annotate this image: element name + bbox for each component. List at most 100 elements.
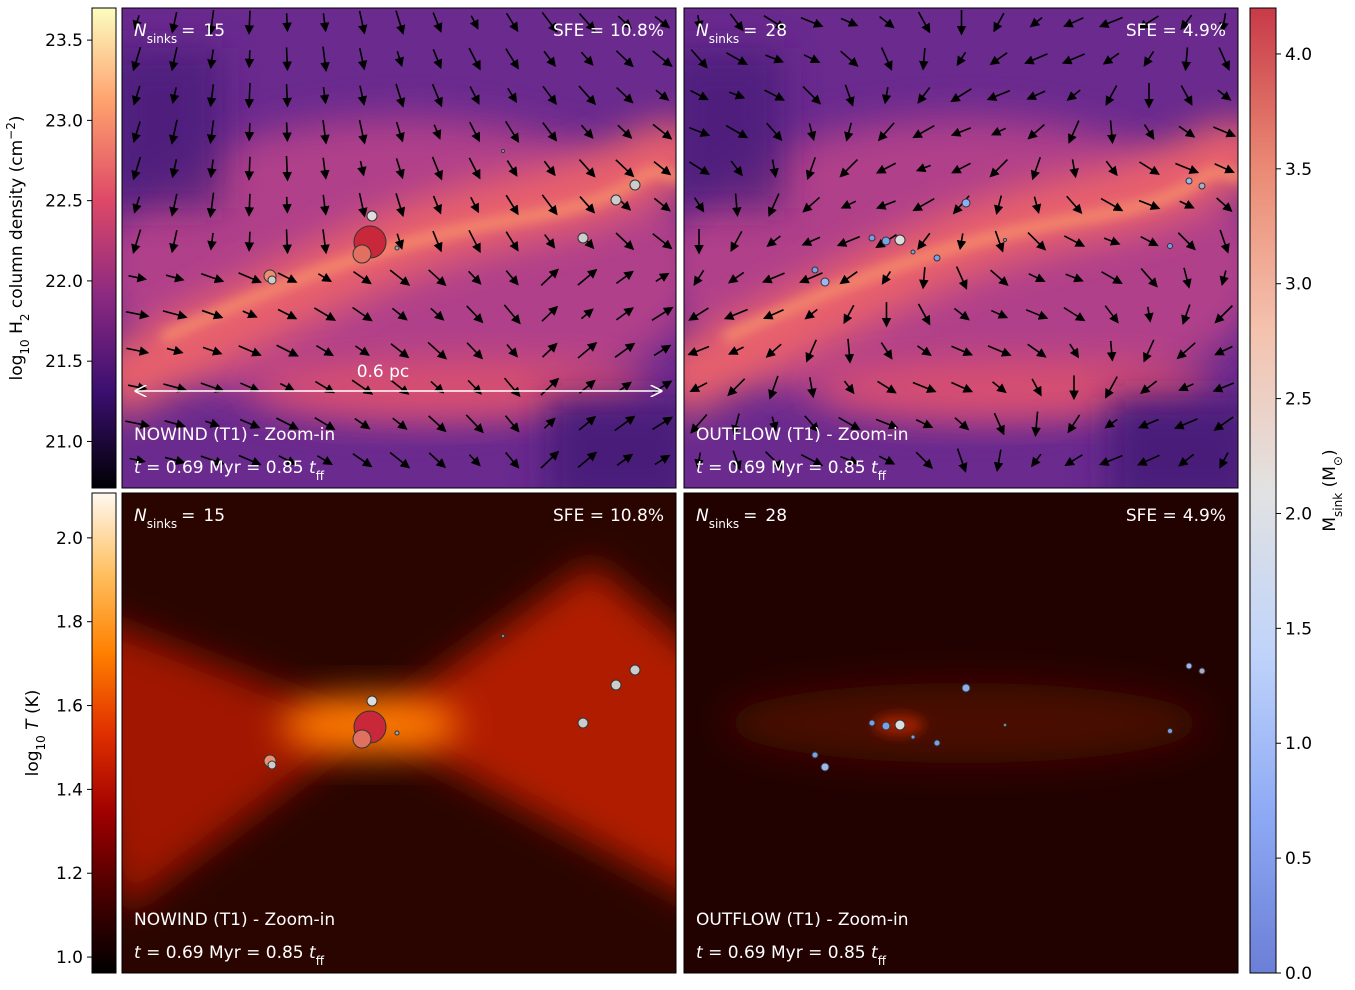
text-part: M (1320, 517, 1340, 532)
colorbar-tick-label: 0.5 (1285, 849, 1312, 869)
text-part: 15 (203, 21, 225, 41)
sink-particle (895, 235, 905, 245)
colorbar (1250, 8, 1276, 973)
corner-dark (546, 398, 696, 508)
vector-arrow (286, 156, 287, 180)
sink-particle (1186, 178, 1192, 184)
colorbar-tick-label: 21.0 (45, 432, 83, 452)
sink-particle (895, 720, 905, 730)
sink-particle (821, 278, 829, 286)
text-part: = 0.69 Myr = 0.85 (703, 458, 871, 478)
vector-arrow (249, 83, 250, 107)
colorbar-tick-label: 4.0 (1285, 45, 1312, 65)
text-part: (M (1320, 466, 1340, 493)
sink-particle (1004, 724, 1007, 727)
colorbar-label: log10 T (K) (23, 690, 48, 777)
corner-dark (1108, 398, 1258, 508)
vector-arrow (249, 194, 250, 215)
colorbar-tick-label: 1.0 (56, 948, 83, 968)
text-part: 10.8% (610, 21, 664, 41)
vector-arrow (287, 84, 288, 106)
text-part: = (181, 506, 195, 526)
colorbar-tick-label: 21.5 (45, 352, 83, 372)
text-part: 15 (203, 506, 225, 526)
colorbar-tick-label: 3.5 (1285, 160, 1312, 180)
sink-particle (367, 211, 377, 221)
run-label: NOWIND (T1) - Zoom-in (134, 425, 335, 445)
text-part: 2 (18, 313, 32, 321)
text-part: = 0.69 Myr = 0.85 (141, 458, 309, 478)
text-part: N (134, 506, 147, 526)
text-part: 28 (765, 21, 787, 41)
colorbar-tick-label: 2.0 (56, 529, 83, 549)
text-part: ff (316, 469, 325, 483)
text-part: ) (7, 115, 27, 122)
text-part: SFE = (1126, 21, 1177, 41)
sink-particle (1199, 183, 1205, 189)
colorbar-tick-label: 0.0 (1285, 964, 1312, 984)
sink-particle (821, 763, 829, 771)
sink-particle (611, 195, 621, 205)
sink-particle (630, 665, 640, 675)
sink-particle (1168, 244, 1173, 249)
vector-arrow (249, 11, 250, 34)
sink-particle (882, 722, 890, 730)
colorbar-tick-label: 1.0 (1285, 734, 1312, 754)
text-part: ) (1320, 449, 1340, 456)
colorbar-tick-label: 1.4 (56, 780, 83, 800)
warm-gas (724, 683, 1204, 763)
run-label: NOWIND (T1) - Zoom-in (134, 910, 335, 930)
sink-particle (578, 718, 588, 728)
colorbar-tick-label: 23.5 (45, 31, 83, 51)
colorbar-tick-label: 1.2 (56, 864, 83, 884)
text-part: −2 (4, 122, 18, 140)
text-part: 10 (34, 735, 48, 750)
sink-particle (353, 730, 371, 748)
sink-particle (962, 199, 970, 207)
text-part: sinks (709, 32, 739, 46)
sink-particle (395, 246, 399, 250)
text-part: 10 (18, 339, 32, 354)
text-part: 10.8% (610, 506, 664, 526)
vector-arrow (287, 47, 288, 69)
sfe-label: SFE = 4.9% (1126, 506, 1226, 526)
vector-arrow (287, 122, 288, 140)
text-part: = 0.69 Myr = 0.85 (703, 943, 871, 963)
colorbar-tick-label: 1.6 (56, 697, 83, 717)
text-part: = 0.69 Myr = 0.85 (141, 943, 309, 963)
text-part: sinks (147, 517, 177, 531)
run-label: OUTFLOW (T1) - Zoom-in (696, 910, 909, 930)
colorbar-tick-label: 2.5 (1285, 390, 1312, 410)
scale-bar-label: 0.6 pc (357, 362, 410, 382)
colorbar-tick-label: 3.0 (1285, 275, 1312, 295)
sink-particle (353, 245, 371, 263)
text-part: SFE = (553, 506, 604, 526)
sink-particle (934, 740, 940, 746)
text-part: N (134, 21, 147, 41)
text-part: = (743, 21, 757, 41)
sfe-label: SFE =4.9% (1126, 21, 1226, 41)
sink-particle (1199, 668, 1205, 674)
sink-particle (611, 680, 621, 690)
colorbar-tick-label: 1.8 (56, 613, 83, 633)
text-part: 4.9% (1183, 506, 1226, 526)
colorbar-tick-label: 22.5 (45, 192, 83, 212)
sink-particle (962, 684, 970, 692)
sink-particle (812, 752, 818, 758)
sink-particle (578, 233, 588, 243)
text-part: SFE = (1126, 506, 1177, 526)
colorbar-tick-label: 2.0 (1285, 504, 1312, 524)
text-part: ⊙ (1331, 456, 1345, 466)
text-part: N (696, 21, 709, 41)
colorbar-label: Msink (M⊙) (1320, 449, 1345, 531)
text-part: sinks (709, 517, 739, 531)
sink-particle (911, 735, 915, 739)
vector-arrow (287, 197, 288, 212)
text-part: = (181, 21, 195, 41)
vector-arrow (249, 50, 250, 67)
text-part: sinks (147, 32, 177, 46)
sink-particle (268, 761, 276, 769)
text-part: log (23, 750, 43, 776)
vector-arrow (249, 232, 250, 251)
sink-particle (934, 255, 940, 261)
